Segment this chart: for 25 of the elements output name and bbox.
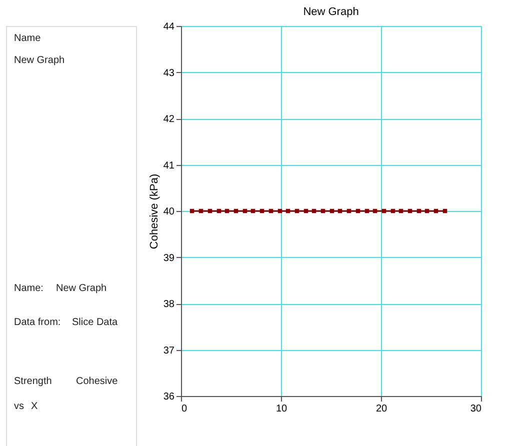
y-tick-label: 38 (163, 299, 175, 310)
y-tick-label: 39 (163, 252, 175, 264)
x-tick-label: 0 (182, 404, 188, 414)
y-tick-label: 42 (163, 114, 175, 125)
text: Strength (14, 376, 52, 387)
y-tick-label: 36 (163, 392, 175, 402)
chart-title: New Graph (303, 6, 359, 18)
y-tick-label: 43 (163, 68, 175, 79)
text: Slice Data (72, 317, 118, 328)
text: Name (14, 33, 42, 44)
y-axis-title: Cohesive (kPa) (148, 174, 160, 250)
y-tick-label: 37 (163, 345, 175, 356)
text: vs (14, 401, 24, 412)
x-tick-label: 30 (470, 404, 482, 414)
y-tick-label: 40 (163, 206, 175, 218)
x-tick-label: 10 (276, 404, 288, 414)
text: New Graph (56, 283, 107, 294)
text: X (31, 401, 38, 412)
y-tick-label: 41 (163, 160, 175, 172)
x-tick-label: 20 (376, 404, 388, 414)
text: New Graph (14, 55, 65, 66)
text: Data from: (14, 317, 61, 328)
text: Name: (14, 283, 44, 294)
text: Cohesive (76, 376, 118, 387)
y-tick-label: 44 (163, 22, 175, 32)
